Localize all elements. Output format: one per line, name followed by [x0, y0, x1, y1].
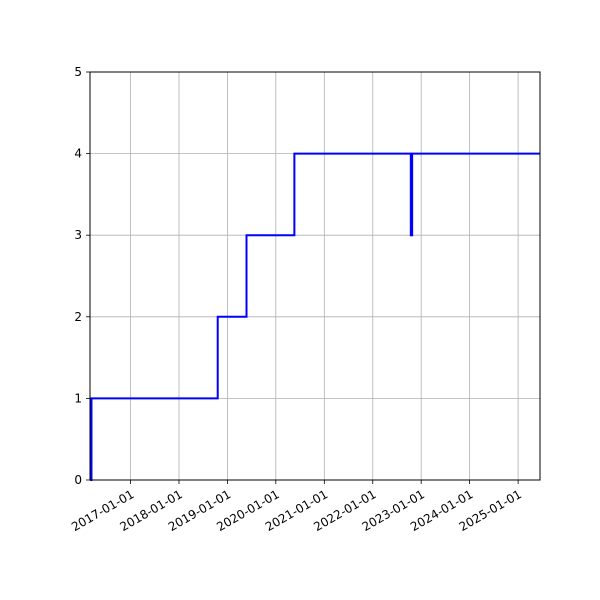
y-tick-label: 5 [74, 65, 82, 79]
y-tick-label: 4 [74, 147, 82, 161]
y-tick-label: 3 [74, 228, 82, 242]
series-group [89, 152, 540, 481]
plot-frame [89, 71, 541, 481]
y-tick-label: 0 [74, 473, 82, 487]
y-tick-label: 2 [74, 310, 82, 324]
series-line [89, 152, 540, 481]
y-axis: 0 1 2 3 4 5 [74, 65, 90, 487]
y-tick-label: 1 [74, 391, 82, 405]
